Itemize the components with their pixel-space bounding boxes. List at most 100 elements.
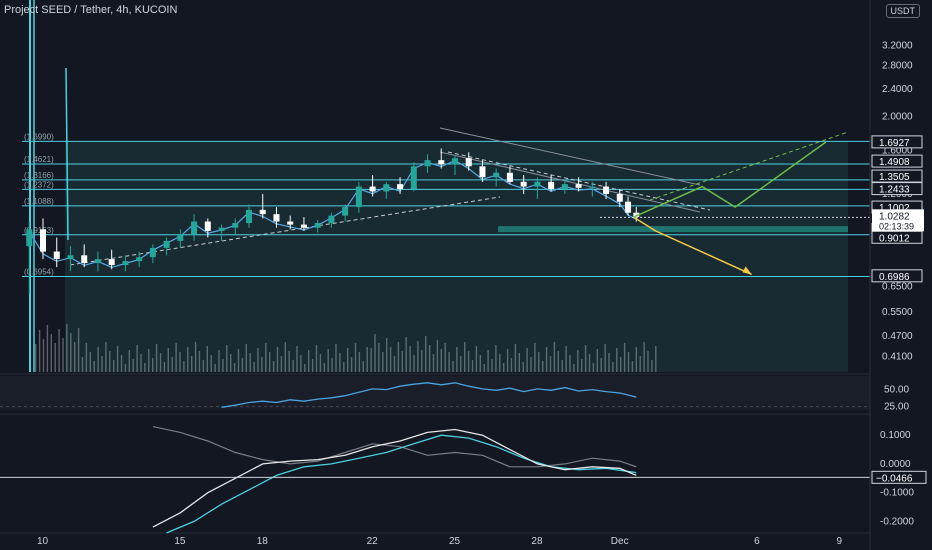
volume-bar (42, 339, 45, 372)
channel-bottom (439, 151, 701, 213)
rsi-band (0, 376, 870, 410)
candle (232, 223, 239, 228)
x-tick-label: 18 (257, 536, 269, 547)
fib-level-label: (1.2372) (24, 180, 54, 189)
candle (259, 209, 266, 215)
volume-bar (300, 355, 302, 372)
candle (616, 193, 623, 202)
volume-bar (179, 352, 181, 372)
volume-bar (623, 343, 626, 372)
candle (493, 172, 500, 178)
candle (342, 207, 349, 216)
fib-level-label: (1.4621) (24, 155, 54, 164)
candle (273, 214, 280, 222)
volume-bar (265, 343, 267, 372)
price-label-box (871, 182, 923, 196)
volume-bar (159, 353, 162, 372)
candle (191, 221, 198, 235)
volume-bar (198, 351, 201, 372)
current-price-label: 1.0282 (879, 211, 910, 222)
price-label-box (871, 154, 923, 168)
candle (575, 184, 582, 188)
volume-bar (261, 357, 263, 372)
volume-bar (542, 361, 544, 372)
volume-bar (280, 356, 283, 372)
volume-bar (600, 358, 602, 372)
volume-bar (483, 364, 485, 372)
volume-bar (105, 342, 107, 372)
current-price-box (872, 209, 924, 232)
volume-bar (643, 342, 645, 372)
price-label-box (871, 135, 923, 149)
price-label: 1.2433 (879, 185, 910, 196)
volume-bar (627, 352, 630, 372)
volume-bar (191, 356, 193, 372)
volume-bar (401, 351, 403, 372)
volume-bar (639, 356, 641, 372)
volume-bar (93, 361, 95, 372)
candle (424, 160, 431, 167)
volume-bar (128, 350, 130, 372)
candle (506, 172, 513, 182)
candle (561, 184, 568, 189)
candle (246, 209, 252, 224)
fib-level-label: (1.3166) (24, 171, 54, 180)
price-label: 1.4908 (879, 157, 910, 168)
volume-bar (530, 357, 532, 372)
rsi-tick-label: 50.00 (884, 385, 909, 396)
volume-bar (163, 362, 166, 372)
osc-line-white (152, 428, 637, 528)
volume-bar (421, 350, 423, 372)
volume-bar (534, 343, 536, 372)
volume-bar (175, 343, 177, 372)
volume-bar (655, 346, 657, 372)
volume-bar (581, 359, 583, 372)
currency-button[interactable]: USDT (885, 4, 920, 18)
volume-bar (241, 358, 244, 372)
price-tick-label: 0.4100 (882, 351, 913, 362)
volume-bar (499, 354, 501, 372)
osc-tick-label: -0.1000 (880, 488, 914, 499)
price-label: 1.3505 (879, 172, 910, 183)
volume-bar (467, 351, 470, 372)
price-tick-label: 3.2000 (882, 41, 913, 52)
volume-bar (553, 342, 556, 372)
candle (383, 184, 390, 192)
fib-zone (65, 141, 848, 372)
volume-bar (604, 344, 606, 372)
volume-bar (311, 359, 314, 372)
volume-bar (257, 348, 259, 372)
volume-bar (506, 349, 509, 372)
volume-bar (612, 362, 614, 372)
volume-bar (584, 345, 587, 372)
volume-bar (565, 346, 567, 372)
candle (479, 166, 486, 178)
candle (397, 184, 404, 189)
volume-bar (335, 344, 337, 372)
volume-bar (417, 341, 419, 372)
volume-bar (85, 343, 88, 372)
price-label-box (871, 169, 923, 183)
x-tick-label: 25 (449, 536, 461, 547)
volume-bar (74, 342, 76, 372)
candle (410, 166, 417, 189)
price-tick-label: 0.5500 (882, 307, 913, 318)
volume-bar (272, 361, 275, 372)
volume-bar (124, 364, 127, 372)
osc-current-box (871, 470, 927, 484)
volume-bar (569, 355, 571, 372)
volume-bar (237, 349, 240, 372)
projection-bullish (633, 141, 827, 218)
volume-bar (456, 347, 458, 372)
volume-bar (54, 343, 56, 372)
volume-bar (347, 348, 349, 372)
volume-bar (592, 363, 595, 372)
osc-tick-label: -0.2000 (880, 516, 914, 527)
volume-bar (109, 351, 111, 372)
osc-tick-label: 0.1000 (880, 430, 911, 441)
volume-bar (339, 353, 341, 372)
candle (287, 221, 294, 225)
volume-bar (573, 364, 575, 372)
volume-bar (132, 359, 134, 372)
